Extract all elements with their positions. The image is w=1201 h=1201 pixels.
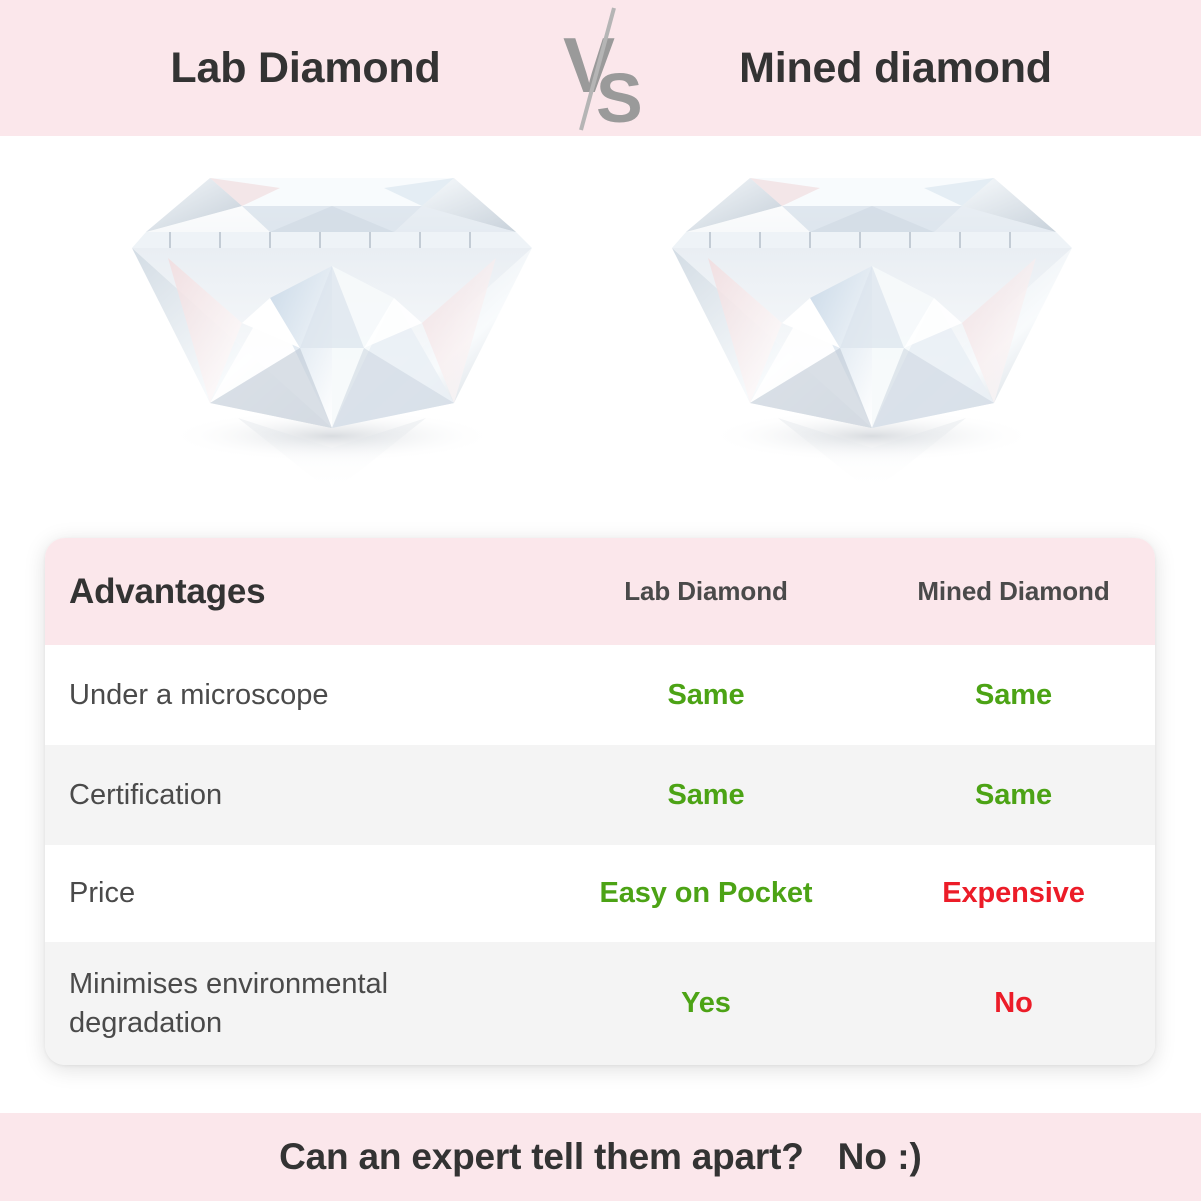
cell-lab-value: Easy on Pocket: [540, 877, 872, 910]
table-row: Price Easy on Pocket Expensive: [45, 845, 1155, 942]
table-row: Minimises environmental degradation Yes …: [45, 942, 1155, 1065]
feature-label: Price: [69, 877, 136, 910]
comparison-table: Advantages Lab Diamond Mined Diamond Und…: [45, 538, 1155, 1065]
cell-mined-value: Same: [872, 679, 1155, 712]
versus-icon: V S: [541, 0, 661, 136]
cell-mined-value: Same: [872, 779, 1155, 812]
mined-value: Expensive: [942, 877, 1085, 909]
cell-mined-value: No: [872, 987, 1155, 1020]
cell-lab-value: Same: [540, 779, 872, 812]
feature-label: Minimises environmental degradation: [69, 968, 389, 1039]
cell-mined-value: Expensive: [872, 877, 1155, 910]
table-row: Certification Same Same: [45, 745, 1155, 845]
lab-value: Same: [667, 678, 745, 711]
svg-text:S: S: [596, 59, 643, 136]
header-cell-mined: Mined Diamond: [872, 576, 1155, 607]
cell-feature: Minimises environmental degradation: [45, 965, 540, 1042]
feature-label: Certification: [69, 778, 223, 811]
cell-lab-value: Yes: [540, 987, 872, 1020]
cell-feature: Price: [45, 874, 540, 912]
header-inner: Lab Diamond V S Mined diamond: [0, 0, 1201, 136]
table-header-row: Advantages Lab Diamond Mined Diamond: [45, 538, 1155, 645]
header-band: Lab Diamond V S Mined diamond: [0, 0, 1201, 136]
footer-answer: No :): [837, 1136, 922, 1177]
footer-band: Can an expert tell them apart? No :): [0, 1113, 1201, 1201]
header-title-lab: Lab Diamond: [170, 43, 441, 92]
mined-value: Same: [975, 778, 1052, 811]
header-cell-advantages: Advantages: [45, 572, 540, 612]
header-label-mined: Mined Diamond: [917, 576, 1110, 606]
cell-feature: Certification: [45, 776, 540, 814]
cell-lab-value: Same: [540, 679, 872, 712]
header-label-lab: Lab Diamond: [624, 576, 788, 606]
feature-label: Under a microscope: [69, 678, 329, 711]
lab-value: Yes: [681, 987, 731, 1019]
header-cell-lab: Lab Diamond: [540, 576, 872, 607]
mined-value: No: [994, 987, 1033, 1019]
table-row: Under a microscope Same Same: [45, 645, 1155, 745]
footer-question: Can an expert tell them apart?: [279, 1136, 804, 1177]
cell-feature: Under a microscope: [45, 676, 540, 714]
lab-diamond-image: [110, 148, 550, 536]
mined-diamond-image: [650, 148, 1090, 536]
header-label-advantages: Advantages: [69, 571, 266, 611]
lab-value: Same: [667, 778, 745, 811]
diamond-section: [0, 136, 1201, 536]
header-title-mined: Mined diamond: [739, 43, 1052, 92]
lab-value: Easy on Pocket: [599, 877, 813, 909]
mined-value: Same: [975, 678, 1052, 711]
